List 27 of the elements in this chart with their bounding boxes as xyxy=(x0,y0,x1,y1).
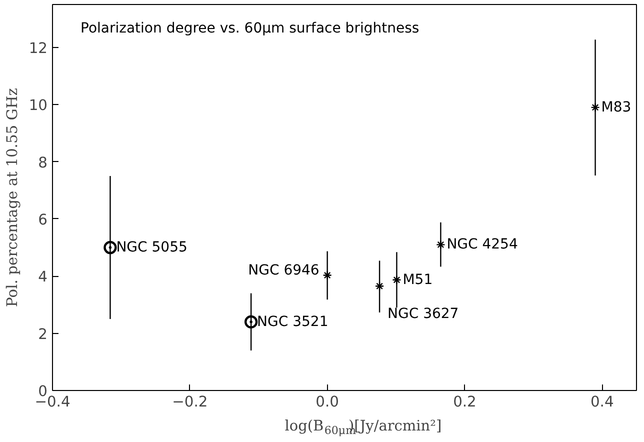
annotation: NGC 4254 xyxy=(446,236,518,253)
point xyxy=(590,102,600,112)
y-tick-label: 0 xyxy=(38,383,48,400)
annotation: Polarization degree vs. 60μm surface brightness xyxy=(80,20,420,36)
y-axis-title: Pol. percentage at 10.55 GHz xyxy=(4,88,21,307)
point xyxy=(436,240,446,250)
x-tick-label: 0.2 xyxy=(453,394,476,410)
point xyxy=(244,315,258,328)
y-tick-label: 12 xyxy=(28,40,48,57)
y-tick-label: 2 xyxy=(38,326,48,343)
y-tick-label: 8 xyxy=(38,154,48,172)
annotation: NGC 5055 xyxy=(116,240,188,256)
y-tick-label: 10 xyxy=(28,97,48,114)
annotation: NGC 3627 xyxy=(388,306,459,322)
point xyxy=(374,282,384,291)
y-tick-label: 4 xyxy=(38,268,48,286)
annotation: M83 xyxy=(601,99,632,116)
point xyxy=(322,270,332,280)
point xyxy=(392,275,402,284)
annotation: NGC 6946 xyxy=(248,262,320,278)
annotation: M51 xyxy=(402,272,433,288)
x-tick-label: 0.0 xyxy=(316,394,339,410)
point xyxy=(104,240,117,254)
x-tick-label: −0.2 xyxy=(172,394,208,410)
annotation: NGC 3521 xyxy=(257,314,328,330)
y-tick-label: 6 xyxy=(38,211,48,228)
x-tick-label: 0.4 xyxy=(590,394,614,410)
